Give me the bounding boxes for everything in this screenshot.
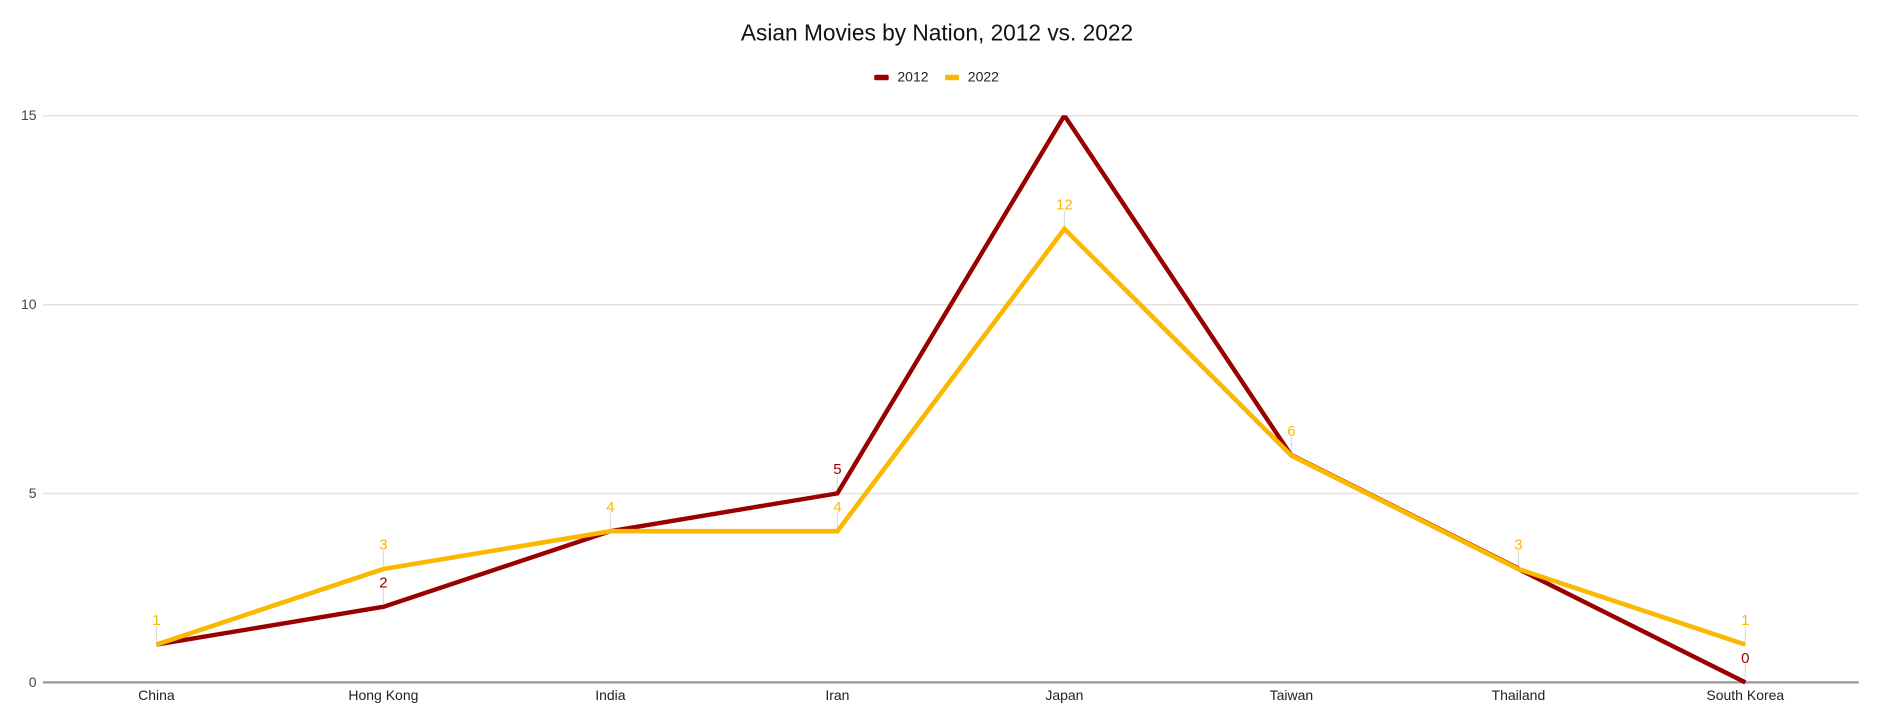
svg-text:5: 5 — [833, 461, 841, 478]
svg-text:3: 3 — [1514, 537, 1522, 554]
svg-text:2012: 2012 — [897, 68, 928, 84]
svg-text:India: India — [595, 687, 626, 703]
svg-text:6: 6 — [1287, 423, 1295, 440]
svg-text:12: 12 — [1056, 197, 1073, 214]
svg-text:Iran: Iran — [825, 687, 849, 703]
svg-text:Thailand: Thailand — [1492, 687, 1546, 703]
svg-text:1: 1 — [152, 612, 160, 629]
svg-text:0: 0 — [29, 674, 37, 690]
svg-text:0: 0 — [1741, 650, 1749, 667]
svg-text:Hong Kong: Hong Kong — [348, 687, 418, 703]
svg-text:1: 1 — [1741, 612, 1749, 629]
svg-text:China: China — [138, 687, 175, 703]
svg-text:4: 4 — [833, 499, 841, 516]
svg-text:Japan: Japan — [1045, 687, 1083, 703]
svg-text:5: 5 — [29, 485, 37, 501]
svg-text:South Korea: South Korea — [1706, 687, 1784, 703]
svg-text:2: 2 — [379, 574, 387, 591]
svg-text:Taiwan: Taiwan — [1270, 687, 1314, 703]
svg-text:15: 15 — [21, 107, 37, 123]
svg-text:Asian Movies by Nation, 2012 v: Asian Movies by Nation, 2012 vs. 2022 — [741, 20, 1133, 46]
svg-text:10: 10 — [21, 296, 37, 312]
svg-text:4: 4 — [606, 499, 614, 516]
svg-text:2022: 2022 — [968, 68, 999, 84]
svg-text:3: 3 — [379, 537, 387, 554]
